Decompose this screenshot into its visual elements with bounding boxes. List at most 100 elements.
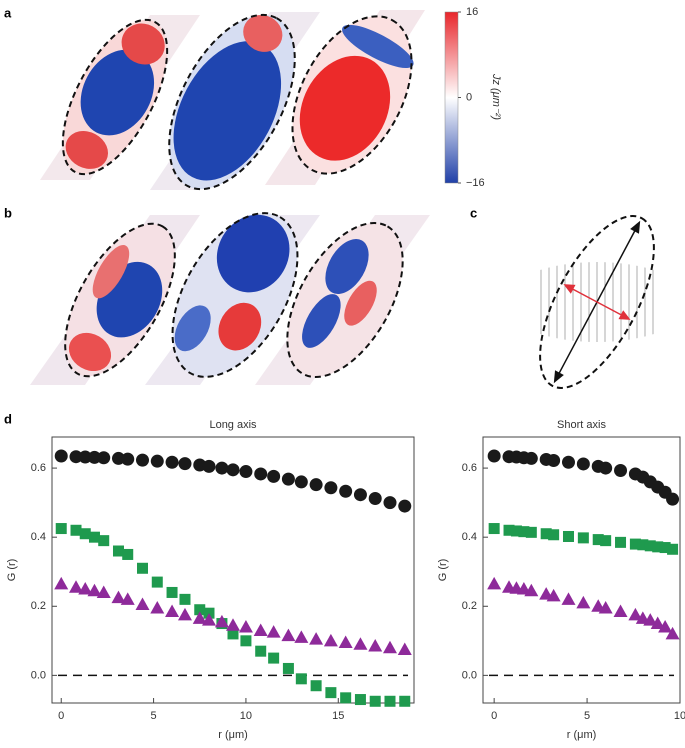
point: [254, 467, 268, 481]
point: [643, 613, 658, 626]
point: [166, 586, 178, 598]
point: [561, 455, 575, 469]
y-tick-label: 0.2: [462, 600, 477, 612]
point: [368, 491, 382, 505]
point: [354, 694, 366, 706]
point: [87, 583, 102, 597]
point: [524, 451, 538, 465]
point: [111, 590, 126, 604]
point: [382, 640, 397, 654]
point: [667, 543, 679, 555]
point: [383, 496, 397, 510]
point: [78, 582, 93, 595]
point: [54, 576, 69, 590]
point: [253, 623, 268, 636]
point: [309, 478, 323, 492]
point: [178, 457, 192, 471]
point: [202, 459, 216, 473]
point: [628, 607, 643, 621]
point: [525, 526, 537, 538]
point: [177, 607, 192, 621]
x-tick-label: 0: [58, 710, 64, 722]
point: [179, 593, 191, 605]
point: [281, 628, 296, 642]
point: [598, 601, 613, 614]
point: [192, 611, 207, 624]
panel-label: a: [4, 5, 12, 20]
point: [121, 452, 135, 466]
colorbar-label: Jz (μm⁻²): [490, 73, 502, 120]
y-tick-label: 0.4: [462, 531, 477, 543]
point: [592, 534, 604, 546]
point: [135, 597, 150, 611]
point: [78, 450, 92, 464]
point: [323, 633, 338, 647]
y-tick-label: 0.6: [462, 462, 477, 474]
point: [255, 645, 267, 657]
heatmap-b: [30, 212, 430, 385]
point: [150, 454, 164, 468]
point: [561, 592, 576, 605]
y-axis-label: G (r): [6, 559, 18, 582]
point: [282, 662, 294, 674]
point: [87, 450, 101, 464]
point: [384, 695, 396, 707]
point: [267, 469, 281, 483]
point: [294, 475, 308, 489]
point: [600, 535, 612, 547]
point: [576, 595, 591, 609]
point: [120, 592, 135, 605]
point: [540, 528, 552, 540]
point: [338, 635, 353, 649]
point: [665, 626, 680, 640]
point: [98, 535, 110, 547]
point: [281, 472, 295, 486]
point: [54, 449, 68, 463]
panel-label: d: [4, 411, 12, 426]
colorbar-tick-label: 16: [466, 6, 478, 18]
point: [55, 523, 67, 535]
point: [547, 453, 561, 467]
point: [487, 449, 501, 463]
point: [165, 604, 180, 617]
point: [266, 625, 281, 638]
y-axis-label: G (r): [437, 559, 449, 582]
point: [215, 461, 229, 475]
x-tick-label: 5: [584, 710, 590, 722]
x-axis-label: r (μm): [567, 729, 597, 741]
point: [339, 484, 353, 498]
point: [201, 613, 216, 626]
point: [238, 620, 253, 633]
point: [79, 528, 91, 540]
point: [615, 536, 627, 548]
point: [399, 695, 411, 707]
point: [69, 580, 84, 593]
panel-label: b: [4, 205, 12, 220]
point: [524, 583, 539, 597]
point: [659, 542, 671, 554]
ellipse-diagram: [539, 215, 655, 389]
point: [226, 463, 240, 477]
point: [214, 614, 229, 628]
point: [88, 531, 100, 543]
point: [650, 616, 665, 630]
point: [353, 488, 367, 502]
x-tick-label: 10: [240, 710, 252, 722]
point: [577, 532, 589, 544]
point: [324, 481, 338, 495]
point: [111, 451, 125, 465]
point: [548, 529, 560, 541]
point: [637, 539, 649, 551]
point: [96, 585, 111, 598]
x-axis-label: r (μm): [218, 729, 248, 741]
y-tick-label: 0.0: [462, 669, 477, 681]
point: [613, 604, 628, 617]
y-tick-label: 0.4: [31, 531, 46, 543]
point: [368, 639, 383, 652]
point: [658, 620, 673, 633]
point: [652, 541, 664, 553]
x-tick-label: 5: [151, 710, 157, 722]
point: [503, 524, 515, 536]
colorbar-tick-label: −16: [466, 177, 485, 189]
point: [325, 687, 337, 699]
